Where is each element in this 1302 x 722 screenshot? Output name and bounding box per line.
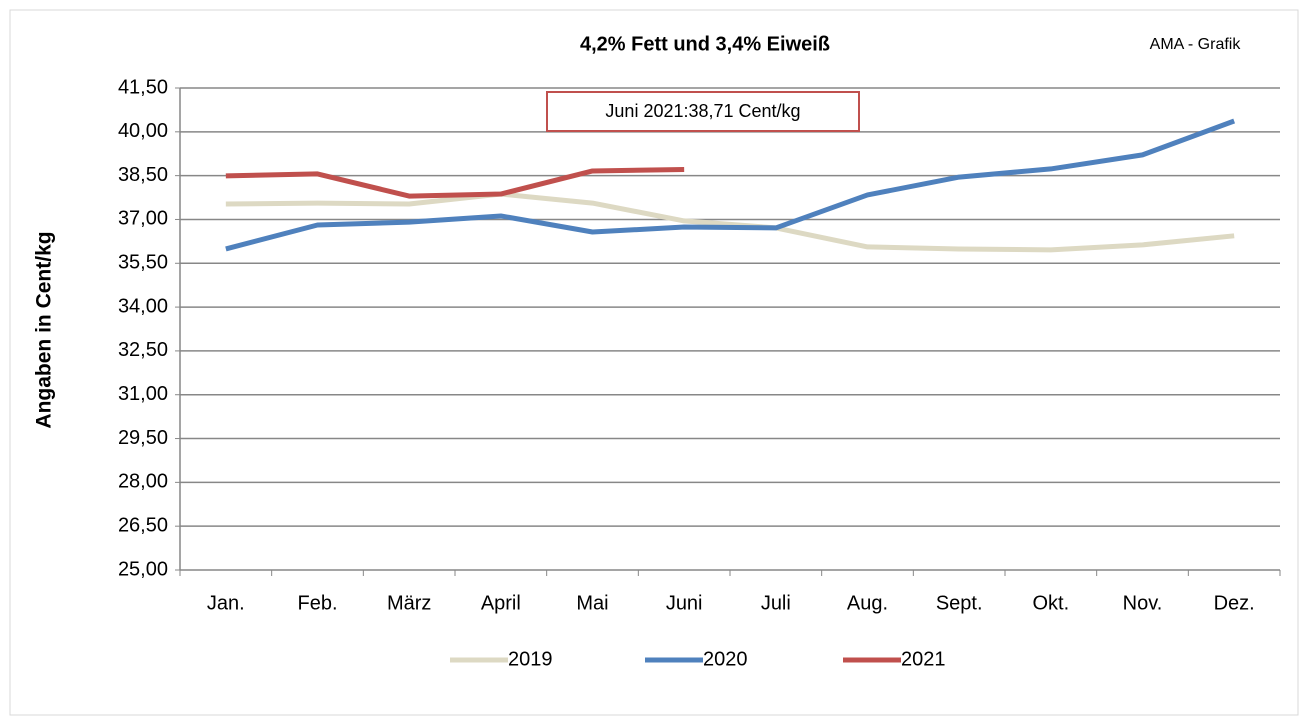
legend-label: 2021 — [901, 648, 946, 670]
y-tick-label: 25,00 — [118, 558, 168, 580]
x-tick-label: März — [387, 592, 431, 614]
x-tick-label: Aug. — [847, 592, 888, 614]
y-tick-label: 26,50 — [118, 514, 168, 536]
legend-label: 2019 — [508, 648, 553, 670]
x-tick-label: Mai — [576, 592, 608, 614]
line-2019 — [225, 191, 1235, 253]
y-tick-label: 31,00 — [118, 383, 168, 405]
y-tick-label: 41,50 — [118, 76, 168, 98]
chart-title: 4,2% Fett und 3,4% Eiweiß — [580, 33, 830, 55]
x-tick-label: Sept. — [936, 592, 983, 614]
y-tick-label: 29,50 — [118, 427, 168, 449]
x-tick-label: April — [481, 592, 521, 614]
annotation: Juni 2021:38,71 Cent/kg — [605, 101, 800, 121]
x-tick-label: Jan. — [207, 592, 245, 614]
x-tick-label: Nov. — [1123, 592, 1163, 614]
source: AMA - Grafik — [1150, 36, 1242, 53]
y-tick-label: 28,00 — [118, 471, 168, 493]
x-tick-label: Feb. — [297, 592, 337, 614]
y-axis-label: Angaben in Cent/kg — [33, 231, 56, 428]
y-tick-label: 34,00 — [118, 295, 168, 317]
y-tick-label: 37,00 — [118, 208, 168, 230]
x-tick-label: Okt. — [1032, 592, 1069, 614]
y-tick-label: 32,50 — [118, 339, 168, 361]
x-tick-label: Juni — [666, 592, 703, 614]
annotation-box — [546, 91, 860, 132]
x-tick-label: Dez. — [1214, 592, 1255, 614]
y-tick-label: 38,50 — [118, 164, 168, 186]
x-tick-label: Juli — [761, 592, 791, 614]
y-tick-label: 35,50 — [118, 252, 168, 274]
legend-label: 2020 — [703, 648, 748, 670]
y-tick-label: 40,00 — [118, 120, 168, 142]
line-2020 — [225, 118, 1236, 252]
line-2021 — [225, 167, 685, 199]
